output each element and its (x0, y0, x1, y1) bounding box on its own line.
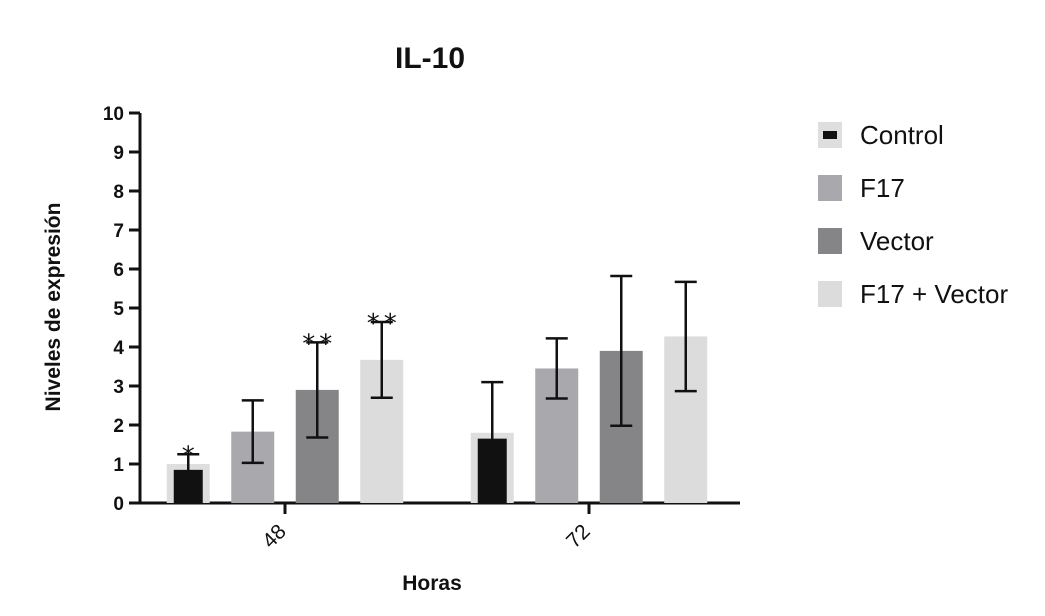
legend-label: F17 + Vector (860, 279, 1008, 309)
x-tick-label: 72 (562, 520, 595, 553)
legend: Control F17 Vector F17 + Vector (818, 120, 1008, 309)
y-tick-label: 3 (113, 377, 124, 398)
legend-label: F17 (860, 173, 905, 203)
x-axis-label: Horas (402, 572, 462, 595)
y-tick-label: 10 (103, 104, 124, 125)
legend-label: Control (860, 120, 944, 150)
y-tick-label: 0 (113, 494, 124, 515)
legend-swatch (818, 281, 842, 307)
y-tick-label: 7 (113, 221, 124, 242)
y-tick-label: 8 (113, 182, 124, 203)
y-tick-label: 2 (113, 416, 124, 437)
legend-swatch (818, 228, 842, 254)
y-tick-label: 5 (113, 299, 124, 320)
legend-swatch (818, 175, 842, 201)
chart-title: IL-10 (395, 42, 465, 75)
significance-label: ** (302, 329, 336, 359)
x-tick-label: 48 (258, 520, 291, 553)
y-axis-label: Niveles de expresión (42, 203, 65, 412)
significance-label: ** (367, 309, 401, 339)
y-tick-label: 1 (113, 455, 124, 476)
y-tick-label: 4 (113, 338, 124, 359)
significance-label: * (182, 441, 199, 471)
legend-swatch (823, 131, 837, 139)
y-tick-label: 9 (113, 143, 124, 164)
legend-label: Vector (860, 226, 934, 256)
y-tick-label: 6 (113, 260, 124, 281)
